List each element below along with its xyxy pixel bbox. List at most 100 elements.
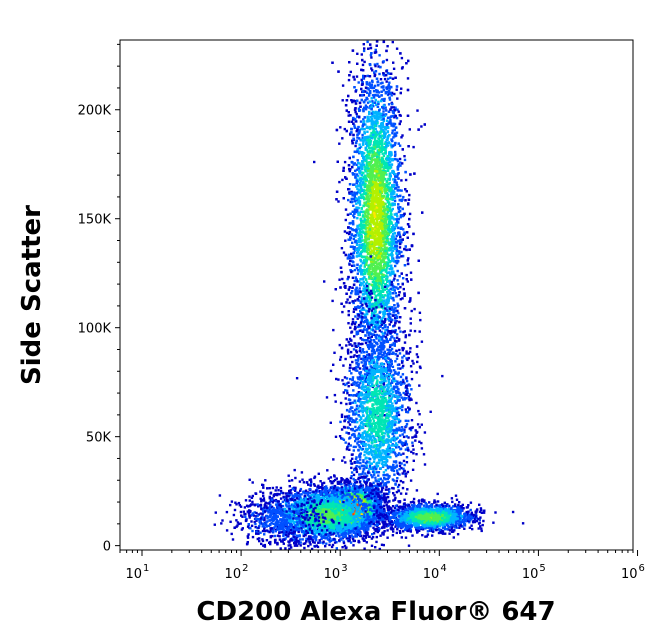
- event-dot: [382, 222, 386, 225]
- event-dot: [388, 221, 391, 224]
- event-dot: [341, 99, 344, 102]
- event-dot: [348, 169, 351, 173]
- event-dot: [344, 208, 348, 211]
- event-dot: [375, 165, 379, 169]
- event-dot: [365, 83, 369, 86]
- event-dot: [374, 272, 377, 275]
- event-dot: [366, 220, 369, 224]
- event-dot: [366, 218, 370, 221]
- event-dot: [376, 192, 379, 195]
- event-dot: [391, 249, 395, 252]
- event-dot: [366, 252, 370, 255]
- event-dot: [403, 294, 406, 297]
- event-dot: [366, 309, 369, 313]
- event-dot: [369, 247, 372, 250]
- event-dot: [350, 192, 353, 195]
- event-dot: [381, 147, 384, 150]
- event-dot: [416, 109, 419, 112]
- event-dot: [358, 270, 361, 273]
- event-dot: [356, 291, 360, 294]
- event-dot: [360, 167, 363, 170]
- event-dot: [344, 104, 348, 107]
- event-dot: [394, 153, 397, 156]
- event-dot: [368, 142, 371, 145]
- event-dot: [379, 65, 382, 69]
- event-dot: [387, 271, 390, 275]
- event-dot: [336, 160, 339, 163]
- event-dot: [351, 290, 354, 293]
- event-dot: [363, 192, 366, 195]
- event-dot: [387, 83, 390, 87]
- event-dot: [376, 170, 379, 173]
- event-dot: [371, 86, 374, 90]
- event-dot: [370, 97, 373, 100]
- event-dot: [370, 200, 373, 203]
- event-dot: [401, 162, 404, 165]
- event-dot: [409, 173, 412, 176]
- event-dot: [362, 43, 365, 46]
- event-dot: [359, 265, 362, 268]
- event-dot: [396, 189, 399, 192]
- event-dot: [394, 319, 397, 322]
- event-dot: [372, 284, 375, 288]
- event-dot: [375, 183, 378, 187]
- event-dot: [386, 138, 389, 141]
- event-dot: [385, 157, 388, 160]
- event-dot: [386, 306, 389, 309]
- event-dot: [363, 60, 366, 64]
- event-dot: [346, 277, 349, 281]
- event-dot: [364, 197, 368, 200]
- event-dot: [380, 174, 383, 178]
- event-dot: [384, 135, 387, 138]
- event-dot: [370, 112, 374, 115]
- event-dot: [382, 86, 385, 89]
- event-dot: [358, 143, 361, 146]
- event-dot: [400, 136, 403, 139]
- event-dot: [357, 199, 361, 203]
- event-dot: [368, 372, 372, 375]
- event-dot: [406, 262, 410, 266]
- event-dot: [366, 40, 369, 44]
- event-dot: [380, 90, 383, 93]
- event-dot: [356, 133, 359, 136]
- event-dot: [362, 280, 365, 284]
- event-dot: [394, 321, 397, 325]
- event-dot: [356, 209, 359, 212]
- event-dot: [406, 236, 409, 239]
- event-dot: [363, 212, 367, 215]
- event-dot: [358, 244, 361, 247]
- event-dot: [363, 158, 366, 161]
- event-dot: [365, 328, 369, 332]
- event-dot: [353, 173, 356, 176]
- event-dot: [356, 187, 359, 191]
- event-dot: [381, 161, 384, 164]
- event-dot: [383, 233, 386, 237]
- event-dot: [361, 349, 364, 352]
- event-dot: [350, 323, 354, 326]
- event-dot: [387, 301, 390, 304]
- event-dot: [390, 347, 394, 351]
- event-dot: [346, 257, 350, 260]
- event-dot: [347, 120, 351, 123]
- event-dot: [380, 94, 383, 97]
- event-dot: [379, 116, 382, 119]
- event-dot: [354, 299, 357, 302]
- event-dot: [347, 275, 350, 279]
- event-dot: [374, 64, 377, 68]
- event-dot: [370, 321, 373, 325]
- event-dot: [390, 198, 393, 201]
- event-dot: [388, 81, 391, 84]
- event-dot: [390, 106, 393, 109]
- event-dot: [389, 238, 392, 241]
- event-dot: [355, 266, 359, 270]
- event-dot: [358, 170, 361, 173]
- event-dot: [382, 89, 386, 92]
- event-dot: [385, 173, 388, 176]
- event-dot: [352, 75, 355, 79]
- event-dot: [369, 220, 372, 223]
- event-dot: [381, 106, 385, 109]
- event-dot: [379, 262, 382, 265]
- event-dot: [347, 310, 350, 313]
- event-dot: [389, 122, 393, 125]
- event-dot: [387, 209, 390, 212]
